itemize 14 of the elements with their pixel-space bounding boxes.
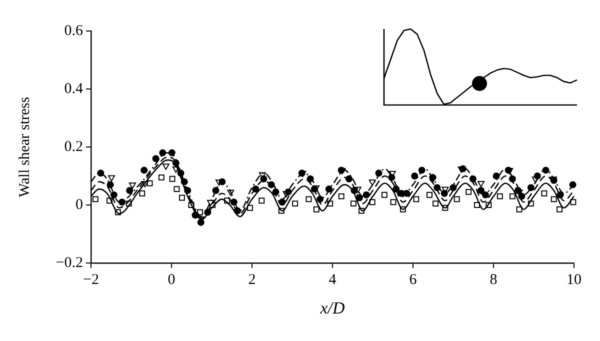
x-tick-label: −2 <box>83 272 99 288</box>
y-tick-label: 0.2 <box>64 138 83 155</box>
y-axis-title: Wall shear stress <box>16 96 33 198</box>
y-tick-label: −0.2 <box>56 254 83 271</box>
x-tick-label: 6 <box>409 272 418 288</box>
x-axis-title: x/D <box>319 298 346 318</box>
x-tick-label: 0 <box>168 272 176 288</box>
y-tick-label: 0.4 <box>64 80 84 97</box>
x-tick-label: 2 <box>248 272 256 288</box>
x-tick-label: 8 <box>490 272 498 288</box>
y-tick-label: 0.6 <box>64 22 84 39</box>
y-tick-label: 0 <box>76 196 83 213</box>
x-tick-label: 4 <box>328 272 337 288</box>
x-tick-label: 10 <box>566 272 582 288</box>
